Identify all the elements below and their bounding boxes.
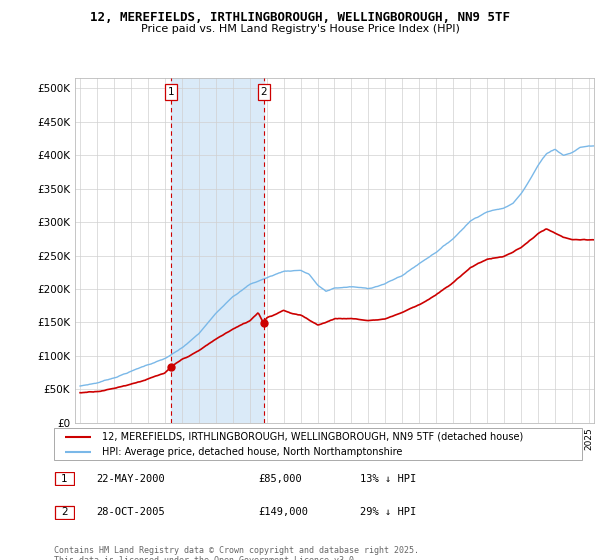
Text: HPI: Average price, detached house, North Northamptonshire: HPI: Average price, detached house, Nort…	[101, 446, 402, 456]
Text: 2: 2	[260, 87, 267, 97]
Text: 13% ↓ HPI: 13% ↓ HPI	[360, 474, 416, 484]
Text: 28-OCT-2005: 28-OCT-2005	[96, 507, 165, 517]
FancyBboxPatch shape	[55, 472, 74, 486]
Text: Contains HM Land Registry data © Crown copyright and database right 2025.
This d: Contains HM Land Registry data © Crown c…	[54, 546, 419, 560]
Bar	[172, 78, 264, 423]
Text: 1: 1	[61, 474, 68, 484]
Text: 22-MAY-2000: 22-MAY-2000	[96, 474, 165, 484]
Text: 2: 2	[61, 507, 68, 517]
Text: 12, MEREFIELDS, IRTHLINGBOROUGH, WELLINGBOROUGH, NN9 5TF: 12, MEREFIELDS, IRTHLINGBOROUGH, WELLING…	[90, 11, 510, 24]
Text: £149,000: £149,000	[258, 507, 308, 517]
Text: Price paid vs. HM Land Registry's House Price Index (HPI): Price paid vs. HM Land Registry's House …	[140, 24, 460, 34]
FancyBboxPatch shape	[54, 428, 582, 460]
FancyBboxPatch shape	[55, 506, 74, 519]
Text: £85,000: £85,000	[258, 474, 302, 484]
Text: 12, MEREFIELDS, IRTHLINGBOROUGH, WELLINGBOROUGH, NN9 5TF (detached house): 12, MEREFIELDS, IRTHLINGBOROUGH, WELLING…	[101, 432, 523, 442]
Text: 1: 1	[168, 87, 175, 97]
Text: 29% ↓ HPI: 29% ↓ HPI	[360, 507, 416, 517]
